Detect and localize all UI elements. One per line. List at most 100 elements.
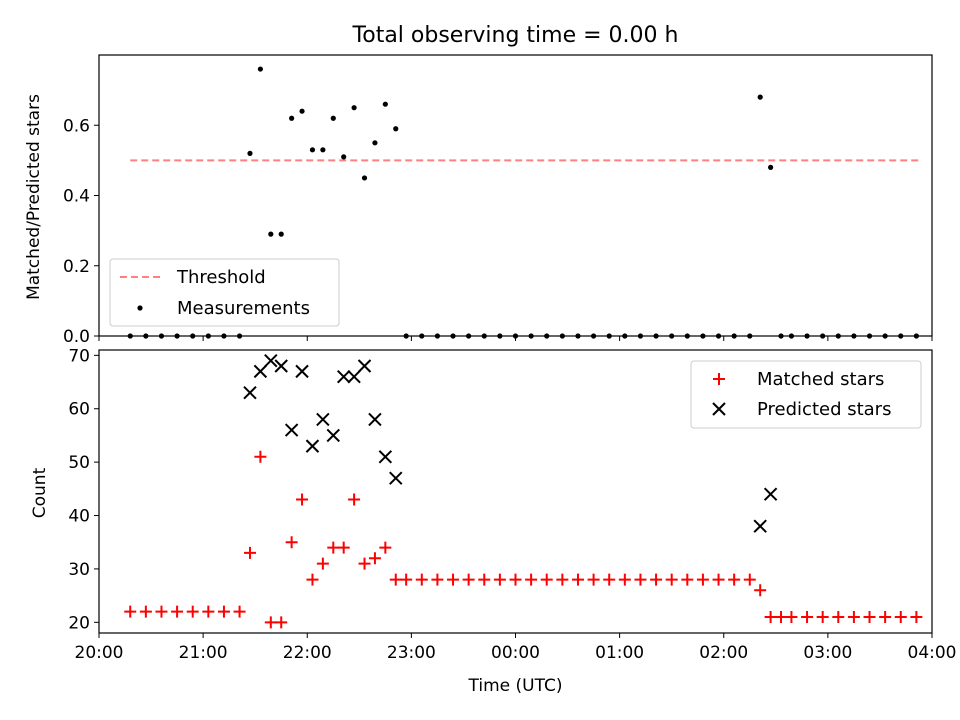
predicted-stars-legend-label: Predicted stars [757, 399, 891, 420]
matched-stars-point [171, 605, 184, 618]
top-y-axis-label: Matched/Predicted stars [24, 94, 44, 300]
predicted-stars-point [763, 487, 778, 501]
matched-stars-point [316, 557, 329, 570]
matched-stars-point [254, 450, 267, 463]
figure-title: Total observing time = 0.00 h [352, 23, 679, 48]
matched-stars-point [712, 573, 725, 586]
matched-stars-point [124, 605, 137, 618]
measurement-point [372, 140, 378, 146]
matched-stars-point [217, 605, 230, 618]
matched-stars-point [681, 573, 694, 586]
threshold-legend-label: Threshold [176, 267, 266, 288]
matched-stars-point [775, 610, 788, 623]
matched-stars-point [358, 557, 371, 570]
matched-stars-point [478, 573, 491, 586]
predicted-stars-point [368, 412, 382, 427]
matched-stars-point [389, 573, 402, 586]
matched-stars-point [379, 541, 392, 554]
predicted-stars-point [243, 386, 257, 400]
predicted-stars-legend-swatch [712, 402, 726, 416]
top-legend: Threshold Measurements [109, 258, 340, 327]
bottom-x-tick-label: 03:00 [803, 643, 852, 663]
bottom-x-tick-label: 22:00 [283, 643, 332, 663]
measurement-point [341, 154, 347, 160]
matched-stars-point [764, 610, 777, 623]
predicted-stars-point [295, 364, 309, 379]
bottom-y-tick-label: 30 [68, 560, 90, 580]
matched-stars-point [368, 552, 381, 565]
matched-stars-point [348, 493, 361, 506]
predicted-stars-point [305, 439, 320, 453]
bottom-axes: 20 30 40 50 60 70 20:00 21:00 22:00 23:00 00:00 01:… [68, 346, 956, 663]
bottom-y-tick-label: 50 [68, 453, 90, 473]
bottom-x-tick-label: 02:00 [699, 643, 748, 663]
matched-stars-point [556, 573, 569, 586]
predicted-stars-point [284, 423, 299, 437]
measurement-point [299, 108, 305, 114]
measurement-point [289, 115, 295, 121]
matched-stars-point [910, 610, 923, 623]
matched-stars-point [415, 573, 428, 586]
bottom-x-axis-label: Time (UTC) [468, 676, 563, 696]
predicted-stars-point [336, 369, 351, 384]
matched-stars-point [879, 610, 892, 623]
matched-stars-point [525, 573, 538, 586]
matched-stars-point [540, 573, 553, 586]
predicted-stars-point [753, 519, 767, 533]
matched-stars-point [650, 573, 663, 586]
matched-stars-point [493, 573, 506, 586]
top-legend-box [109, 258, 340, 327]
predicted-stars-point [326, 428, 340, 443]
top-axes: 0.0 0.2 0.4 0.6 [63, 54, 933, 347]
matched-stars-point [275, 616, 288, 629]
matched-stars-point [462, 573, 475, 586]
matched-stars-point [431, 573, 444, 586]
matched-stars-point [337, 541, 350, 554]
measurement-point [757, 94, 763, 100]
top-chart: 0.0 0.2 0.4 0.6 Matched/Predicted stars Thr… [24, 54, 933, 347]
matched-stars-point [754, 584, 767, 597]
bottom-x-tick-label: 04:00 [908, 643, 957, 663]
top-y-tick-label: 0.0 [63, 327, 90, 347]
matched-stars-point [863, 610, 876, 623]
bottom-y-tick-label: 70 [68, 346, 90, 366]
measurement-point [393, 126, 399, 132]
matched-stars-point [894, 610, 907, 623]
measurement-point [361, 175, 368, 181]
measurements-legend-label: Measurements [177, 298, 310, 319]
bottom-x-tick-label: 23:00 [387, 643, 436, 663]
bottom-plot-area [124, 353, 923, 629]
measurement-point [768, 164, 774, 170]
matched-stars-legend-swatch [713, 373, 725, 385]
measurements-legend-swatch [137, 305, 143, 311]
matched-stars-point [696, 573, 709, 586]
bottom-x-tick-label: 20:00 [75, 643, 124, 663]
predicted-stars-point [378, 450, 393, 464]
matched-stars-point [634, 573, 647, 586]
bottom-y-axis-label: Count [30, 467, 50, 518]
predicted-stars-point [253, 364, 268, 379]
measurement-point [330, 115, 336, 121]
matched-stars-point [285, 536, 298, 549]
predicted-stars-point [316, 412, 330, 427]
top-y-tick-label: 0.4 [63, 187, 90, 207]
top-y-tick-label: 0.2 [63, 257, 90, 277]
measurement-point [268, 231, 274, 237]
matched-stars-point [186, 605, 199, 618]
matched-stars-point [327, 541, 340, 554]
matched-stars-point [618, 573, 631, 586]
bottom-legend: Matched stars Predicted stars [690, 360, 922, 429]
matched-stars-point [509, 573, 522, 586]
predicted-stars-point [389, 471, 403, 485]
matched-stars-point [243, 546, 256, 559]
measurement-point [278, 231, 284, 237]
matched-stars-point [202, 605, 215, 618]
bottom-y-tick-label: 40 [68, 507, 90, 527]
matched-stars-point [847, 610, 860, 623]
matched-stars-point [264, 616, 277, 629]
matched-stars-legend-label: Matched stars [757, 369, 884, 390]
bottom-y-tick-label: 60 [68, 400, 90, 420]
matched-stars-point [571, 573, 584, 586]
matched-stars-point [447, 573, 460, 586]
